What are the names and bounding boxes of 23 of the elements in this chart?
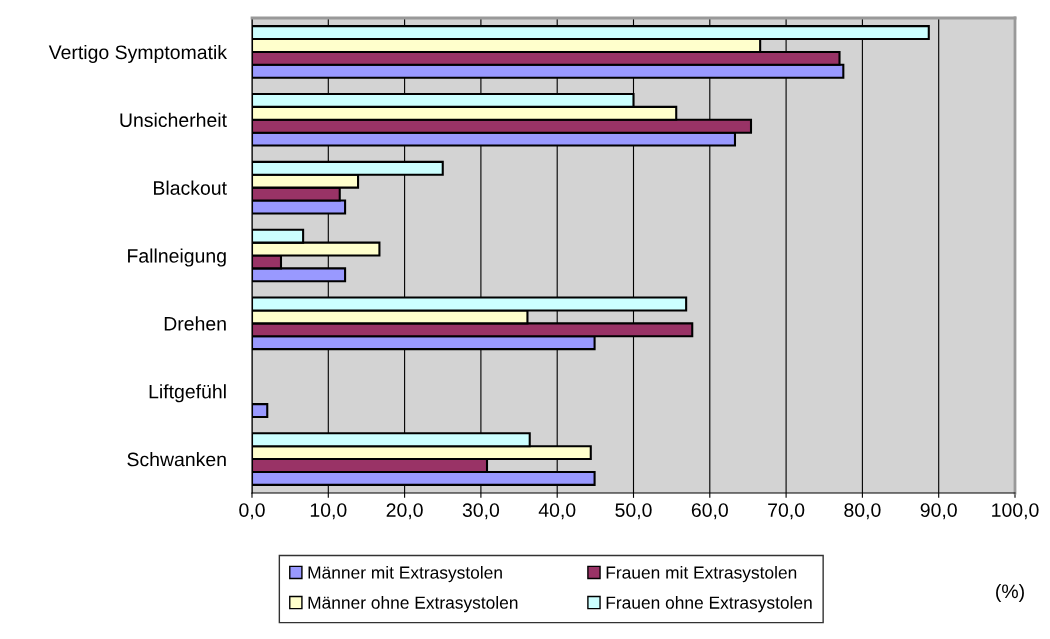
x-tick-label: 40,0 [538, 503, 576, 520]
y-tick-label: Fallneigung [128, 248, 226, 267]
y-tick-label: Vertigo Symptomatik [48, 44, 228, 64]
x-tick-label: 20,0 [386, 503, 423, 520]
x-tick-label: 100,0 [992, 503, 1039, 520]
legend-label: Frauen ohne Extrasystolen [606, 596, 812, 613]
legend-label: Frauen mit Extrasystolen [606, 565, 797, 583]
y-tick-label: Blackout [154, 180, 227, 195]
x-tick-label: 0,0 [239, 503, 265, 520]
y-tick-label: Unsicherheit [120, 112, 227, 128]
y-tick-label: Liftgefühl [149, 384, 226, 403]
y-tick-label: Schwanken [127, 452, 226, 467]
y-tick-label: Drehen [164, 316, 226, 331]
x-axis-title: (%) [996, 583, 1024, 603]
x-tick-label: 90,0 [920, 503, 957, 520]
legend-label: Männer mit Extrasystolen [308, 565, 502, 583]
x-tick-label: 10,0 [310, 503, 347, 520]
x-tick-label: 80,0 [844, 503, 881, 520]
x-tick-label: 60,0 [691, 503, 728, 520]
x-tick-label: 50,0 [615, 503, 652, 520]
x-tick-label: 30,0 [462, 503, 500, 520]
legend-label: Männer ohne Extrasystolen [308, 596, 518, 613]
x-tick-label: 70,0 [768, 503, 805, 520]
